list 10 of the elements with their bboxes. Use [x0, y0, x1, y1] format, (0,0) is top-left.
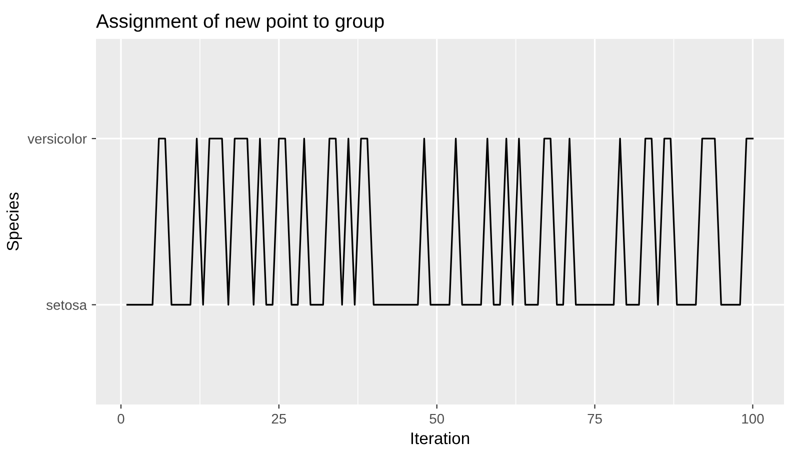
x-tick-label: 75 — [588, 414, 602, 424]
x-axis-title: Iteration — [411, 432, 470, 444]
x-tick-label: 100 — [742, 414, 764, 424]
text: versicolor — [28, 134, 87, 144]
x-tick-label: 50 — [430, 414, 444, 424]
y-axis-title: Species — [6, 192, 22, 251]
x-tick-label: 25 — [272, 414, 286, 424]
text: setosa — [46, 300, 87, 310]
x-tick-label: 0 — [118, 414, 124, 424]
chart-title: Assignment of new point to group — [96, 14, 384, 32]
